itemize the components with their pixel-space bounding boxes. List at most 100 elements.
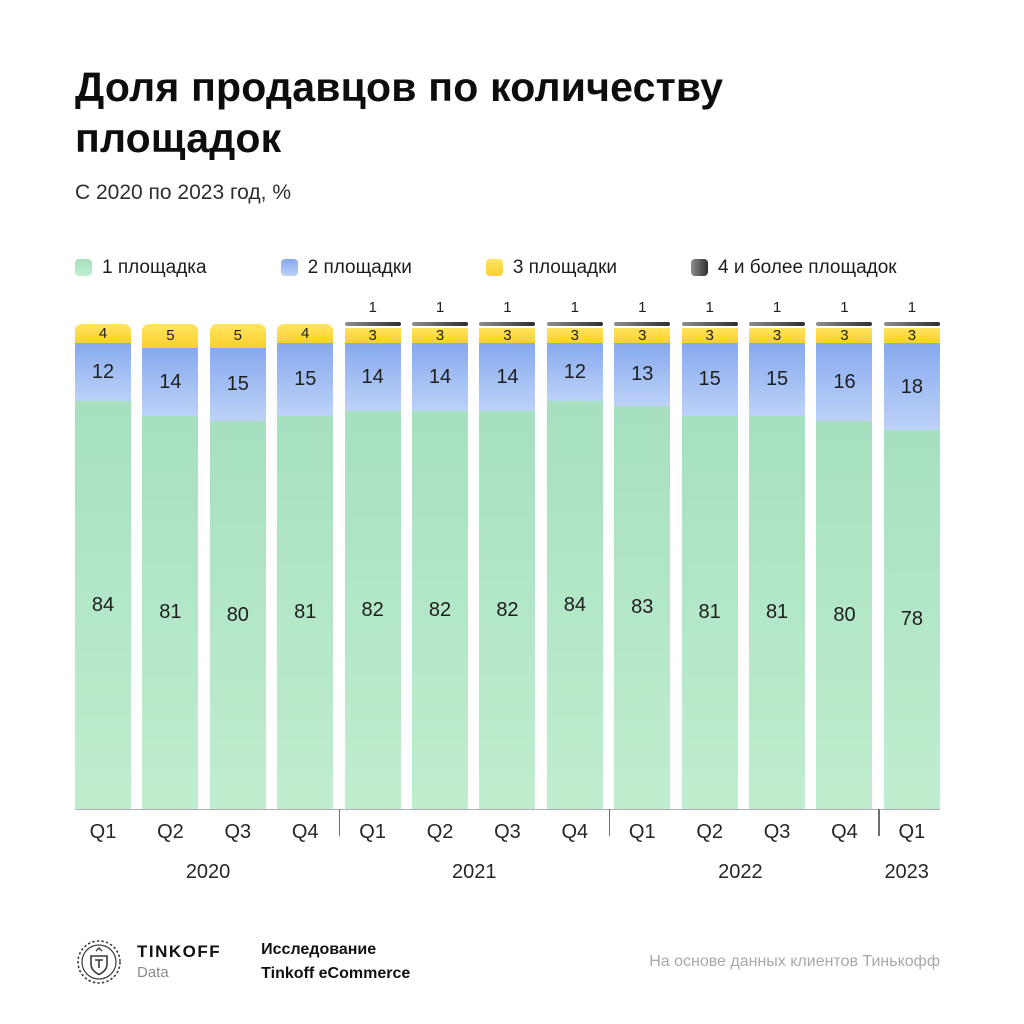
segment-series-3: 3: [344, 327, 401, 345]
value-label: 5: [233, 327, 242, 345]
value-label: 3: [503, 327, 512, 345]
value-label: 3: [772, 327, 782, 345]
segment-series-3: 3: [412, 327, 469, 345]
segment-series-2: 13: [614, 342, 671, 406]
x-axis-label-2023-Q1: Q1: [898, 820, 926, 843]
bar-2020-Q3: 5 15 80: [209, 323, 266, 809]
bar-2022-Q1: 1 3 13 83: [614, 299, 671, 809]
segment-series-3: 3: [681, 328, 738, 343]
segment-series-1: 84: [546, 401, 603, 809]
segment-series-2: 12: [546, 342, 603, 402]
value-label: 18: [900, 375, 923, 398]
segment-series-2: 14: [344, 342, 401, 411]
value-label: 4: [301, 324, 310, 342]
value-label-4plus: 1: [907, 298, 917, 316]
value-label: 4: [98, 324, 108, 342]
year-separator-tick: [878, 808, 880, 836]
research-line1: Исследование: [261, 941, 377, 959]
value-label: 3: [435, 327, 445, 345]
year-axis: 2020 2021 2022 2023: [75, 861, 940, 884]
segment-series-2: 14: [479, 342, 536, 411]
legend-swatch: [691, 259, 709, 276]
segment-series-2: 16: [816, 342, 873, 421]
segment-series-4: [479, 321, 536, 327]
value-label: 81: [159, 601, 182, 624]
segment-series-1: 82: [479, 410, 536, 809]
page-subtitle: С 2020 по 2023 год, %: [75, 180, 291, 204]
value-label: 14: [159, 370, 182, 393]
value-label: 78: [900, 608, 923, 631]
legend-swatch: [485, 259, 503, 276]
year-separator-tick: [608, 808, 611, 836]
value-label-4plus: 1: [638, 298, 647, 316]
value-label: 12: [91, 361, 115, 384]
segment-series-3: 3: [883, 327, 940, 345]
segment-series-3: 3: [614, 327, 671, 345]
segment-series-1: 81: [681, 415, 738, 809]
segment-series-1: 81: [749, 415, 806, 809]
value-label: 14: [428, 365, 452, 388]
x-axis-label-2021-Q2: Q2: [426, 820, 454, 843]
year-label-2020: 2020: [185, 860, 231, 883]
segment-series-1: 78: [883, 430, 940, 809]
segment-series-4: [883, 321, 940, 327]
segment-series-4: [412, 321, 469, 327]
year-separator-tick: [338, 808, 341, 836]
research-credit: Исследование Tinkoff eCommerce: [261, 938, 410, 984]
bar-2020-Q1: 4 12 84: [75, 323, 131, 809]
segment-series-4: [344, 321, 401, 327]
legend-swatch: [75, 259, 92, 276]
legend-swatch: [280, 259, 298, 276]
segment-series-2: 12: [75, 342, 131, 402]
value-label: 81: [765, 601, 789, 624]
value-label-4plus: 1: [772, 298, 782, 316]
segment-series-1: 82: [344, 410, 401, 809]
value-label: 84: [563, 593, 586, 616]
segment-series-2: 14: [412, 342, 469, 411]
x-axis-label-2022-Q4: Q4: [831, 820, 858, 843]
x-axis: Q1 Q2 Q3 Q4 Q1 Q2 Q3 Q4 Q1 Q2 Q3 Q4 Q1: [75, 808, 940, 844]
value-label: 3: [368, 327, 377, 345]
data-source-note: На основе данных клиентов Тинькофф: [649, 952, 940, 970]
segment-series-1: 81: [277, 415, 334, 809]
bar-2020-Q4: 4 15 81: [277, 323, 334, 809]
value-label-4plus: 1: [503, 298, 512, 316]
x-axis-label-2021-Q4: Q4: [561, 820, 589, 843]
bar-2022-Q2: 1 3 15 81: [681, 299, 738, 809]
x-axis-label-2021-Q3: Q3: [494, 820, 521, 843]
page-title: Доля продавцов по количеству площадок: [75, 64, 724, 162]
x-axis-label-2020-Q4: Q4: [291, 820, 319, 843]
segment-series-4: [681, 321, 738, 327]
segment-series-1: 81: [142, 415, 199, 809]
brand-block: TINKOFF Data: [137, 942, 221, 981]
segment-series-3: 4: [277, 323, 334, 343]
segment-series-2: 15: [209, 347, 266, 421]
value-label: 5: [166, 327, 175, 345]
x-axis-label-2020-Q2: Q2: [157, 820, 184, 843]
segment-series-1: 84: [75, 401, 131, 809]
segment-series-1: 82: [412, 410, 469, 809]
value-label-4plus: 1: [840, 298, 849, 316]
value-label: 3: [638, 327, 647, 345]
segment-series-4: [749, 321, 806, 327]
legend-label: 3 площадки: [512, 256, 618, 278]
x-axis-label-2020-Q3: Q3: [224, 820, 252, 843]
segment-series-4: [614, 321, 671, 327]
segment-series-3: 5: [142, 323, 199, 348]
value-label: 3: [840, 327, 849, 345]
value-label: 3: [570, 327, 580, 345]
bar-2021-Q3: 1 3 14 82: [479, 299, 536, 809]
segment-series-1: 80: [816, 420, 873, 809]
segment-series-4: [816, 321, 873, 327]
legend-item-2: 2 площадки: [280, 257, 412, 279]
bar-2022-Q3: 1 3 15 81: [749, 299, 806, 809]
year-label-2023: 2023: [884, 860, 929, 883]
value-label: 13: [631, 363, 654, 386]
bar-2021-Q4: 1 3 12 84: [546, 299, 603, 809]
value-label: 3: [907, 327, 917, 345]
segment-series-3: 3: [749, 327, 806, 345]
value-label: 14: [496, 365, 519, 388]
segment-series-4: [546, 321, 603, 327]
segment-series-2: 15: [681, 342, 738, 416]
